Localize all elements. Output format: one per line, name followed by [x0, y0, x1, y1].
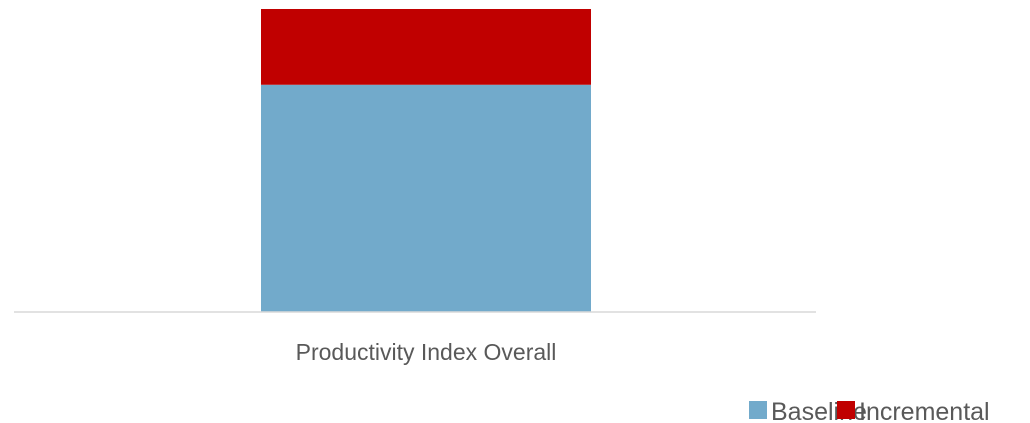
- legend: Baseline Incremental: [749, 398, 990, 423]
- legend-swatch-incremental: [837, 401, 855, 419]
- legend-label-incremental: Incremental: [859, 398, 990, 423]
- bar-incremental: [261, 9, 591, 85]
- bar-group: [261, 9, 591, 312]
- bar-baseline: [261, 84, 591, 312]
- category-label: Productivity Index Overall: [296, 339, 557, 365]
- legend-swatch-baseline: [749, 401, 767, 419]
